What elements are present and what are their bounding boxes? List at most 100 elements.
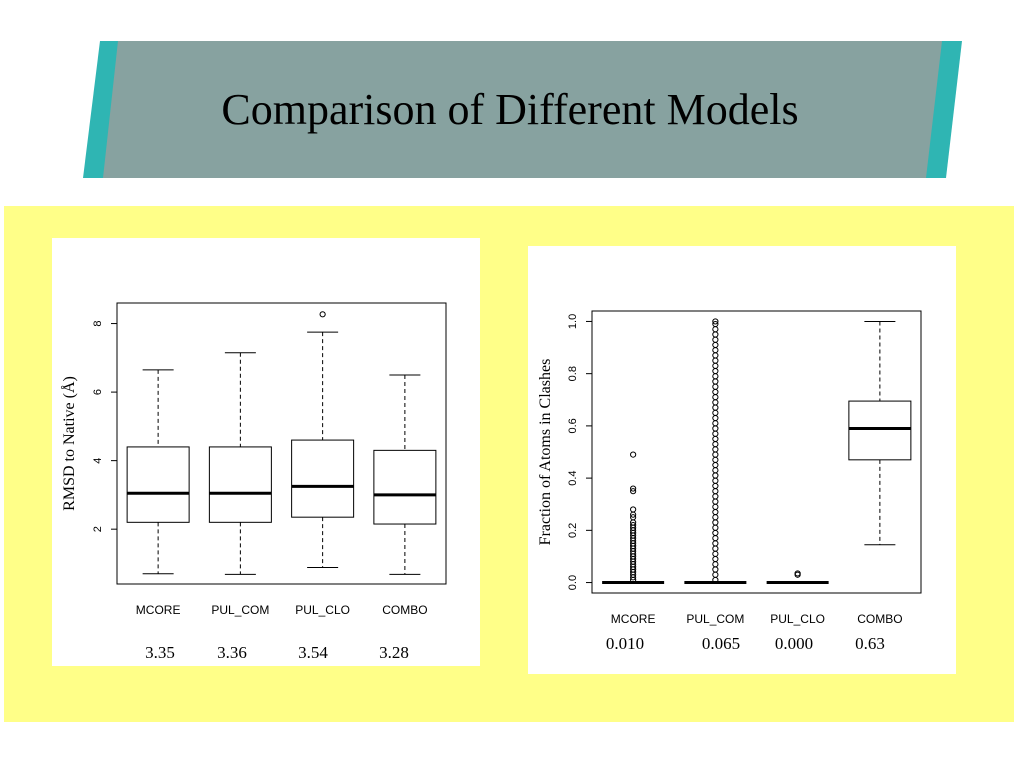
outlier-point <box>712 388 719 396</box>
outlier-point <box>712 488 719 495</box>
outlier-point <box>712 571 719 578</box>
outlier-point <box>712 367 719 375</box>
outlier-point <box>712 482 719 490</box>
outlier-point <box>712 362 719 369</box>
mean-label-pul-com: 0.065 <box>701 634 741 653</box>
outlier-point <box>712 383 719 390</box>
x-tick-label-pul-clo: PUL_CLO <box>295 603 350 617</box>
x-tick-label-pul-com: PUL_COM <box>686 612 744 626</box>
y-tick-label: 0.0 <box>567 575 579 590</box>
box-combo <box>373 374 437 575</box>
y-axis-label: Fraction of Atoms in Clashes <box>537 359 554 546</box>
clash-means-row: 0.010 0.065 0.000 0.63 <box>528 634 956 656</box>
plot-frame <box>591 310 922 594</box>
outlier-point <box>630 488 637 495</box>
outlier-point <box>712 472 719 479</box>
outlier-point <box>630 451 637 458</box>
outlier-point <box>712 414 719 422</box>
outlier-point <box>712 404 719 411</box>
x-tick-label-combo: COMBO <box>382 603 427 617</box>
banner-shape <box>83 41 962 178</box>
outlier-point <box>712 420 719 427</box>
y-tick-label: 6 <box>92 389 104 395</box>
outlier-point <box>712 394 719 401</box>
outlier-point <box>712 399 719 406</box>
outlier-point <box>712 331 719 338</box>
outlier-point <box>712 451 719 458</box>
outlier-point <box>712 373 719 380</box>
outlier-point <box>712 461 719 469</box>
box-mcore <box>602 451 665 585</box>
box-combo <box>848 320 912 546</box>
x-tick-label-pul-com: PUL_COM <box>211 603 269 617</box>
outlier-point <box>630 506 637 513</box>
outlier-point <box>712 566 719 573</box>
outlier-point <box>712 498 719 505</box>
y-tick-label: 8 <box>92 320 104 326</box>
outlier-point <box>712 456 719 463</box>
x-tick-label-pul-clo: PUL_CLO <box>770 612 825 626</box>
outlier-point <box>712 352 719 359</box>
outlier-point <box>712 357 719 364</box>
rmsd-means-row: 3.35 3.36 3.54 3.28 <box>52 643 480 665</box>
outlier-point <box>712 425 719 432</box>
outlier-point <box>712 561 719 568</box>
page-title: Comparison of Different Models <box>221 85 799 134</box>
clash-boxplot-card: 0.0 0.2 0.4 0.6 0.8 1.0 Fraction of Atoms in C… <box>528 246 956 674</box>
outlier-point <box>712 529 719 537</box>
outlier-point <box>712 519 719 526</box>
box-pul-com <box>684 318 747 585</box>
y-tick-label: 1.0 <box>567 314 579 329</box>
mean-label-mcore: 0.010 <box>605 634 645 653</box>
outlier-point <box>794 570 801 577</box>
outlier-point <box>630 522 637 529</box>
x-tick-label-combo: COMBO <box>857 612 902 626</box>
outlier-point <box>712 320 719 328</box>
outlier-point <box>712 555 719 563</box>
y-tick-label: 2 <box>92 526 104 532</box>
box-body <box>373 449 437 525</box>
outlier-point <box>712 341 719 349</box>
rmsd-boxplot-card: 2 4 6 8 RMSD to Native (Å) MCORE PUL_COM PUL_CL… <box>52 238 480 666</box>
outlier-point <box>712 550 719 557</box>
box-body <box>291 439 355 518</box>
box-body <box>208 446 272 523</box>
outlier-point <box>712 347 719 354</box>
box-body <box>126 446 190 523</box>
outlier-point <box>712 535 719 542</box>
outlier-point <box>712 435 719 443</box>
box-pul-clo <box>766 570 829 585</box>
rmsd-boxplot: 2 4 6 8 RMSD to Native (Å) MCORE PUL_COM PUL_CL… <box>60 302 447 617</box>
x-tick-label-mcore: MCORE <box>611 612 656 626</box>
outlier-point <box>630 514 637 521</box>
outlier-point <box>712 336 719 343</box>
outlier-point <box>712 545 719 552</box>
outlier-point <box>319 311 326 318</box>
mean-label-combo: 3.28 <box>379 643 409 662</box>
box-pul-clo <box>291 311 355 569</box>
clash-boxplot: 0.0 0.2 0.4 0.6 0.8 1.0 Fraction of Atoms in C… <box>537 310 922 626</box>
y-tick-label: 0.4 <box>567 470 579 485</box>
y-tick-label: 0.6 <box>567 418 579 433</box>
outlier-point <box>712 378 719 385</box>
plot-frame <box>116 302 447 585</box>
box-body <box>848 400 912 461</box>
outlier-point <box>712 514 719 521</box>
y-tick-label: 0.8 <box>567 366 579 381</box>
mean-label-pul-clo: 0.000 <box>774 634 814 653</box>
outlier-point <box>712 493 719 500</box>
title-banner: Comparison of Different Models <box>0 0 1024 200</box>
mean-label-mcore: 3.35 <box>145 643 175 662</box>
y-axis-label: RMSD to Native (Å) <box>60 376 78 511</box>
outlier-point <box>630 485 637 492</box>
outlier-point <box>712 409 719 416</box>
mean-label-pul-clo: 3.54 <box>298 643 328 662</box>
outlier-point <box>712 446 719 453</box>
box-mcore <box>126 369 190 575</box>
x-tick-label-mcore: MCORE <box>136 603 181 617</box>
outlier-point <box>712 524 719 531</box>
mean-label-pul-com: 3.36 <box>217 643 247 662</box>
mean-label-combo: 0.63 <box>855 634 885 653</box>
y-tick-label: 0.2 <box>567 523 579 538</box>
outlier-point <box>712 467 719 474</box>
